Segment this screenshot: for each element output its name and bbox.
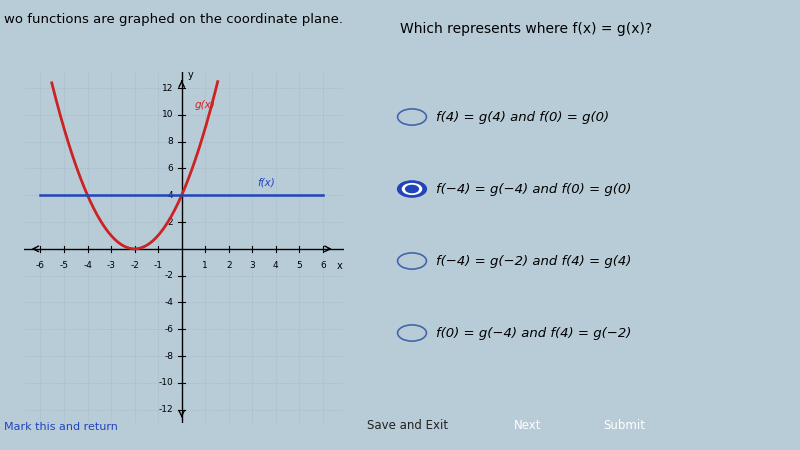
Text: -6: -6 [165, 325, 174, 334]
Text: f(4) = g(4) and f(0) = g(0): f(4) = g(4) and f(0) = g(0) [436, 111, 609, 123]
Text: -8: -8 [165, 351, 174, 360]
Text: 12: 12 [162, 84, 174, 93]
Text: 8: 8 [168, 137, 174, 146]
Text: 2: 2 [168, 217, 174, 226]
Text: Submit: Submit [603, 419, 645, 432]
Text: f(−4) = g(−2) and f(4) = g(4): f(−4) = g(−2) and f(4) = g(4) [436, 255, 631, 267]
Text: 3: 3 [250, 261, 255, 270]
Text: -4: -4 [83, 261, 92, 270]
Text: 1: 1 [202, 261, 208, 270]
Text: Mark this and return: Mark this and return [4, 422, 118, 432]
Text: 6: 6 [168, 164, 174, 173]
Text: -10: -10 [158, 378, 174, 387]
Text: -1: -1 [154, 261, 162, 270]
Text: -2: -2 [165, 271, 174, 280]
Text: 4: 4 [168, 191, 174, 200]
Text: 5: 5 [297, 261, 302, 270]
Text: -4: -4 [165, 298, 174, 307]
Text: f(−4) = g(−4) and f(0) = g(0): f(−4) = g(−4) and f(0) = g(0) [436, 183, 631, 195]
Text: 6: 6 [320, 261, 326, 270]
Text: f(x): f(x) [257, 178, 274, 188]
Text: -12: -12 [158, 405, 174, 414]
Text: Next: Next [514, 419, 542, 432]
Text: 10: 10 [162, 110, 174, 119]
Text: Save and Exit: Save and Exit [367, 419, 449, 432]
Text: x: x [337, 261, 342, 271]
Text: 2: 2 [226, 261, 231, 270]
Text: -5: -5 [59, 261, 69, 270]
Text: -2: -2 [130, 261, 139, 270]
Text: y: y [188, 70, 194, 80]
Text: wo functions are graphed on the coordinate plane.: wo functions are graphed on the coordina… [4, 14, 343, 27]
Text: f(0) = g(−4) and f(4) = g(−2): f(0) = g(−4) and f(4) = g(−2) [436, 327, 631, 339]
Text: -3: -3 [106, 261, 115, 270]
Text: -6: -6 [36, 261, 45, 270]
Text: Which represents where f(x) = g(x)?: Which represents where f(x) = g(x)? [400, 22, 652, 36]
Text: g(x): g(x) [194, 100, 215, 110]
Text: 4: 4 [273, 261, 278, 270]
